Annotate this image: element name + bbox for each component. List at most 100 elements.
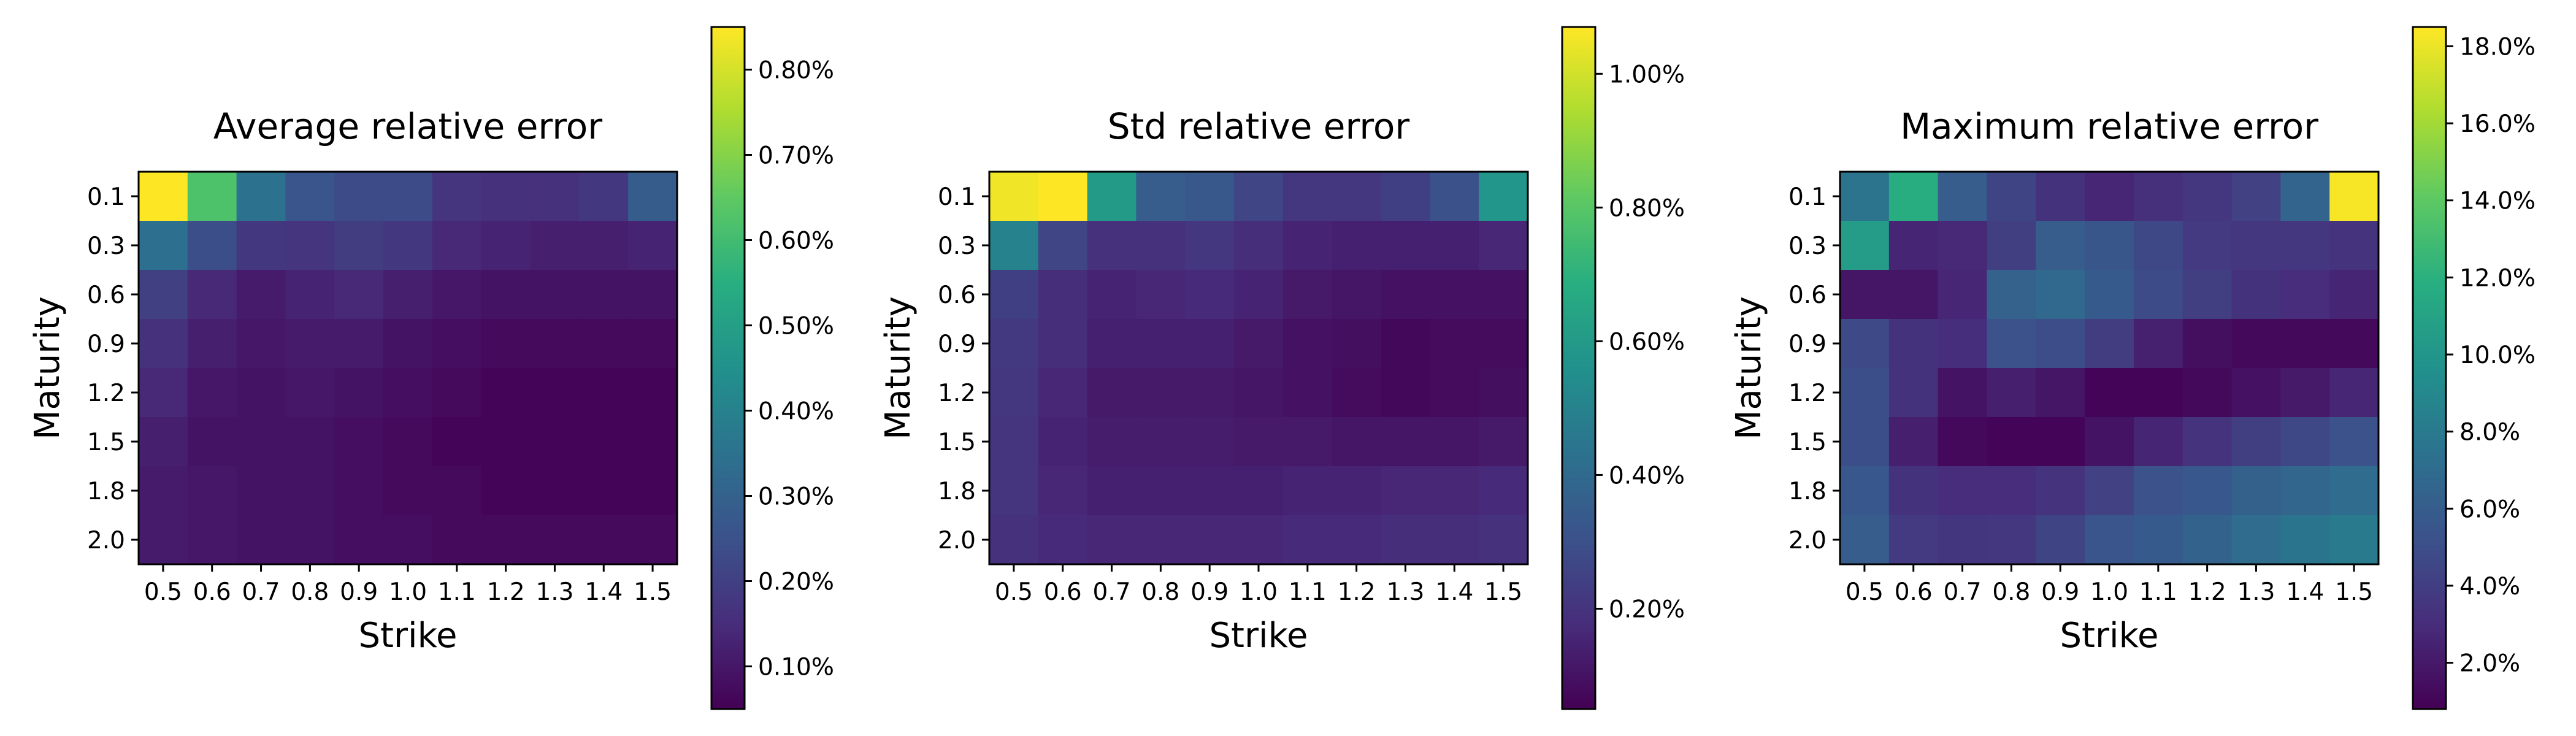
x-tick-label: 0.5 <box>144 578 182 606</box>
x-tick-label: 1.5 <box>1484 578 1522 606</box>
heatmap-cell <box>530 466 580 516</box>
colorbar-tick-label: 18.0% <box>2459 33 2536 61</box>
heatmap-cell <box>1938 368 1988 418</box>
y-tick-label: 2.0 <box>1788 527 1827 554</box>
heatmap-cell <box>1136 319 1186 369</box>
colorbar <box>710 26 746 710</box>
heatmap-cell <box>2036 172 2085 221</box>
x-tick-label: 0.8 <box>1141 578 1179 606</box>
heatmap-cell <box>579 515 629 565</box>
colorbar-ticks: 2.0% 4.0% 6.0% 8.0% 10.0% 12.0% 14.0% 16.0% 18.0… <box>2446 33 2536 678</box>
x-tick-label: 1.0 <box>2090 578 2128 606</box>
heatmap-cell <box>2133 417 2183 467</box>
x-tick-label: 1.1 <box>438 578 476 606</box>
heatmap-cell <box>1381 270 1430 320</box>
heatmap-cell <box>2182 221 2233 270</box>
heatmap-cell <box>187 466 237 516</box>
heatmap-cell <box>1479 466 1528 516</box>
heatmap-cell <box>2329 466 2379 516</box>
x-tick-label: 1.3 <box>535 578 573 606</box>
heatmap-cell <box>1430 270 1479 320</box>
heatmap-cell <box>579 270 629 320</box>
heatmap-cell <box>2036 515 2085 565</box>
y-tick-label: 0.9 <box>1788 331 1827 358</box>
heatmap-cell <box>285 515 335 565</box>
x-tick-label: 1.2 <box>1338 578 1376 606</box>
y-tick-label: 0.1 <box>938 183 976 211</box>
heatmap-cell <box>1087 172 1137 221</box>
heatmap-cell <box>139 368 188 418</box>
heatmap-cell <box>187 417 237 467</box>
heatmap-cell <box>383 172 433 221</box>
heatmap-cell <box>2231 172 2281 221</box>
heatmap-cell <box>2231 221 2281 270</box>
x-ticks: 0.5 0.6 0.7 0.8 0.9 1.0 1.1 1.2 1.3 1.4 1.5 <box>1846 564 2373 606</box>
heatmap-cell <box>1038 417 1088 467</box>
heatmap-cell <box>1332 368 1382 418</box>
heatmap-cell <box>334 270 384 320</box>
heatmap-cell <box>285 221 335 270</box>
y-tick-label: 1.5 <box>87 429 125 456</box>
heatmap-cell <box>2085 172 2134 221</box>
heatmap-cell <box>1840 417 1890 467</box>
heatmap-cell <box>989 368 1039 418</box>
heatmap-cell <box>1234 270 1284 320</box>
heatmap-cell <box>2280 319 2330 369</box>
heatmap-cell <box>1430 417 1479 467</box>
heatmap-cell <box>2036 221 2085 270</box>
heatmap-cell <box>1332 466 1382 516</box>
x-tick-label: 1.4 <box>1435 578 1473 606</box>
heatmap-cell <box>579 368 629 418</box>
colorbar-tick-label: 12.0% <box>2459 264 2536 292</box>
heatmap-cell <box>1234 319 1284 369</box>
y-tick-label: 0.3 <box>1788 232 1827 260</box>
colorbar-tick-label: 4.0% <box>2459 573 2520 600</box>
chart-title: Std relative error <box>1108 105 1410 147</box>
heatmap-cell <box>1938 319 1988 369</box>
heatmap-cell <box>2329 221 2379 270</box>
heatmap-cell <box>579 319 629 369</box>
heatmap-cell <box>432 515 482 565</box>
heatmap-cell <box>2036 466 2085 516</box>
y-tick-label: 0.3 <box>87 232 125 260</box>
heatmap-cell <box>285 368 335 418</box>
heatmap-cell <box>2231 417 2281 467</box>
x-tick-label: 0.9 <box>1190 578 1229 606</box>
heatmap-cells <box>1840 172 2379 565</box>
x-axis-label: Strike <box>1209 616 1308 656</box>
heatmap-cell <box>334 172 384 221</box>
heatmap-cell <box>1234 172 1284 221</box>
x-tick-label: 0.7 <box>1944 578 1982 606</box>
heatmap-cell <box>530 172 580 221</box>
heatmap-cell <box>1479 270 1528 320</box>
heatmap-cell <box>2280 417 2330 467</box>
heatmap-cell <box>1381 368 1430 418</box>
heatmap-cell <box>1840 515 1890 565</box>
heatmap-cell <box>530 368 580 418</box>
heatmap-cell <box>1938 466 1988 516</box>
heatmap-cell <box>1038 466 1088 516</box>
heatmap-cell <box>1987 466 2036 516</box>
heatmap-cell <box>628 172 678 221</box>
heatmap-cell <box>432 172 482 221</box>
heatmap-cell <box>989 221 1039 270</box>
heatmap-cell <box>187 221 237 270</box>
heatmap-cell <box>1987 319 2036 369</box>
heatmap-cell <box>628 515 678 565</box>
heatmap-cell <box>1888 466 1939 516</box>
x-tick-label: 1.5 <box>634 578 672 606</box>
heatmap-panel-average: Average relative error 0.5 0.6 0.7 0.8 0.9 1.… <box>28 26 834 710</box>
heatmap-cell <box>187 172 237 221</box>
heatmap-cell <box>2280 515 2330 565</box>
heatmap-cells <box>139 172 678 565</box>
heatmap-cell <box>628 417 678 467</box>
heatmap-cell <box>579 172 629 221</box>
colorbar-ticks: 0.20% 0.40% 0.60% 0.80% 1.00% <box>1595 61 1685 623</box>
heatmap-cell <box>1087 319 1137 369</box>
x-tick-label: 0.6 <box>1895 578 1933 606</box>
y-tick-label: 1.8 <box>938 478 976 505</box>
heatmap-cell <box>2133 221 2183 270</box>
colorbar-tick-label: 0.20% <box>1609 596 1685 623</box>
heatmap-cell <box>1938 417 1988 467</box>
heatmap-cell <box>285 319 335 369</box>
